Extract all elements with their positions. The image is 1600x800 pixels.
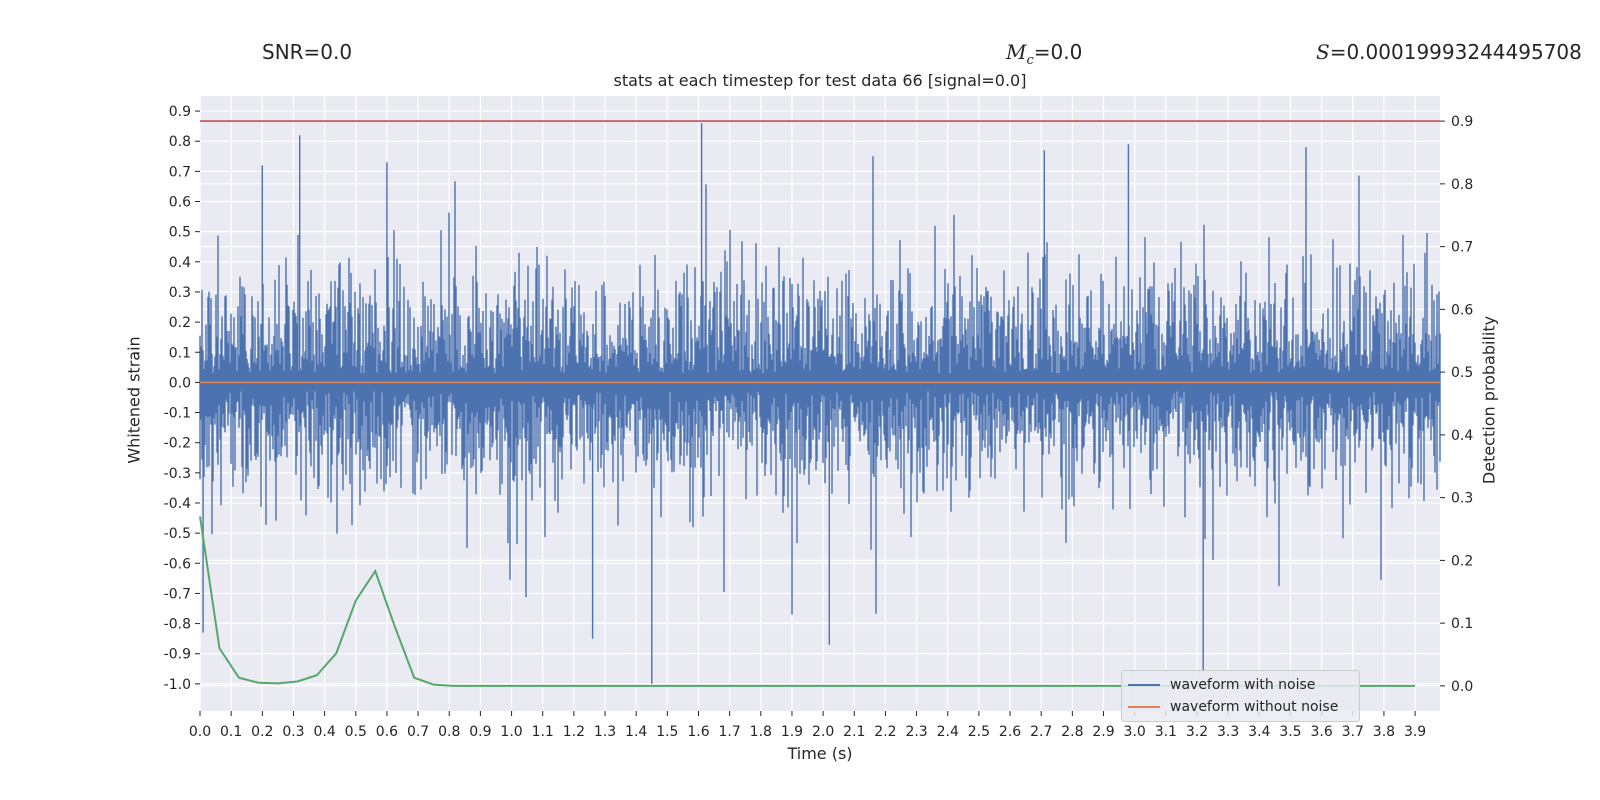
legend-entry-clean: waveform without noise xyxy=(1128,697,1338,717)
legend-label-noise: waveform with noise xyxy=(1170,677,1316,693)
x-tick-label: 0.9 xyxy=(469,724,491,740)
x-tick-label: 0.1 xyxy=(220,724,242,740)
x-tick-label: 3.3 xyxy=(1217,724,1239,740)
y-tick-label: -0.7 xyxy=(164,586,191,602)
y-tick-label: -0.8 xyxy=(164,617,191,633)
x-tick-label: 0.6 xyxy=(376,724,398,740)
snr-label: SNR=0.0 xyxy=(262,40,353,64)
y-tick-label: 0.3 xyxy=(169,285,191,301)
x-tick-label: 2.1 xyxy=(843,724,865,740)
x-tick-label: 3.8 xyxy=(1373,724,1395,740)
y-tick-label: -0.3 xyxy=(164,466,191,482)
y2-tick-label: 0.3 xyxy=(1451,491,1473,507)
s-stat-label: S=0.00019993244495708 xyxy=(1316,40,1582,64)
y2-tick-label: 0.7 xyxy=(1451,240,1473,256)
y-tick-label: 0.9 xyxy=(169,104,191,120)
mc-symbol: M xyxy=(1006,40,1027,64)
s-value: =0.00019993244495708 xyxy=(1329,40,1582,64)
y2-tick-label: 0.1 xyxy=(1451,616,1473,632)
y-tick-label: -0.1 xyxy=(164,406,191,422)
probability-line xyxy=(199,516,1416,687)
x-tick-label: 2.2 xyxy=(874,724,896,740)
y-axis-label: Whitened strain xyxy=(124,336,144,464)
overlay-series xyxy=(199,120,1440,687)
y-tick-label: -0.2 xyxy=(164,436,191,452)
legend: waveform with noise waveform without noi… xyxy=(1121,670,1360,722)
x-tick-label: 0.3 xyxy=(282,724,304,740)
x-tick-label: 0.0 xyxy=(189,724,211,740)
y-tick-label: -0.4 xyxy=(164,496,191,512)
x-tick-label: 3.6 xyxy=(1310,724,1332,740)
x-tick-label: 2.7 xyxy=(1030,724,1052,740)
y-tick-label: -0.9 xyxy=(164,647,191,663)
x-tick-label: 1.1 xyxy=(532,724,554,740)
x-tick-label: 1.6 xyxy=(687,724,709,740)
x-tick-label: 2.6 xyxy=(999,724,1021,740)
y2-axis-label: Detection probability xyxy=(1479,315,1499,485)
x-tick-label: 3.0 xyxy=(1124,724,1146,740)
x-tick-label: 1.7 xyxy=(719,724,741,740)
s-symbol: S xyxy=(1316,40,1330,64)
y-tick-label: 0.7 xyxy=(169,164,191,180)
y-tick-label: -0.6 xyxy=(164,556,191,572)
x-tick-label: 3.1 xyxy=(1155,724,1177,740)
x-tick-label: 2.0 xyxy=(812,724,834,740)
x-tick-label: 1.9 xyxy=(781,724,803,740)
x-tick-label: 3.2 xyxy=(1186,724,1208,740)
chirp-mass-label: Mc=0.0 xyxy=(1006,40,1082,68)
x-tick-label: 0.5 xyxy=(345,724,367,740)
x-tick-label: 1.4 xyxy=(625,724,647,740)
y2-tick-label: 0.5 xyxy=(1451,365,1473,381)
x-tick-label: 2.3 xyxy=(905,724,927,740)
y-tick-label: 0.2 xyxy=(169,315,191,331)
x-tick-label: 3.4 xyxy=(1248,724,1270,740)
x-axis-label: Time (s) xyxy=(787,744,853,763)
chart-title: stats at each timestep for test data 66 … xyxy=(613,71,1027,90)
y2-tick-label: 0.0 xyxy=(1451,679,1473,695)
x-tick-label: 2.5 xyxy=(968,724,990,740)
y-tick-label: -1.0 xyxy=(164,677,191,693)
x-tick-label: 1.0 xyxy=(500,724,522,740)
x-tick-label: 0.2 xyxy=(251,724,273,740)
x-tick-label: 2.8 xyxy=(1061,724,1083,740)
x-tick-label: 0.8 xyxy=(438,724,460,740)
y-tick-label: 0.5 xyxy=(169,225,191,241)
y-tick-label: 0.8 xyxy=(169,134,191,150)
x-tick-label: 3.7 xyxy=(1342,724,1364,740)
y2-tick-label: 0.2 xyxy=(1451,553,1473,569)
mc-subscript: c xyxy=(1026,53,1034,68)
y-tick-label: 0.4 xyxy=(169,255,191,271)
y-tick-label: 0.1 xyxy=(169,345,191,361)
legend-swatch-noise xyxy=(1128,684,1160,686)
axis-ticks: 0.0 0.1 0.2 0.3 0.4 0.5 0.6 0.7 0.8 0.9 1.0 1.1 1.2 1… xyxy=(164,104,1474,740)
x-tick-label: 3.9 xyxy=(1404,724,1426,740)
legend-entry-noise: waveform with noise xyxy=(1128,675,1315,695)
x-tick-label: 1.5 xyxy=(656,724,678,740)
legend-label-clean: waveform without noise xyxy=(1170,699,1339,715)
x-tick-label: 3.5 xyxy=(1279,724,1301,740)
mc-value: =0.0 xyxy=(1033,40,1083,64)
y2-tick-label: 0.9 xyxy=(1451,114,1473,130)
x-tick-label: 1.8 xyxy=(750,724,772,740)
y2-tick-label: 0.4 xyxy=(1451,428,1473,444)
y2-tick-label: 0.6 xyxy=(1451,302,1473,318)
y2-tick-label: 0.8 xyxy=(1451,177,1473,193)
x-tick-label: 2.4 xyxy=(937,724,959,740)
x-tick-label: 1.2 xyxy=(563,724,585,740)
y-tick-label: 0.0 xyxy=(169,375,191,391)
legend-swatch-clean xyxy=(1128,706,1160,708)
y-tick-label: 0.6 xyxy=(169,195,191,211)
x-tick-label: 0.7 xyxy=(407,724,429,740)
x-tick-label: 1.3 xyxy=(594,724,616,740)
x-tick-label: 2.9 xyxy=(1092,724,1114,740)
y-tick-label: -0.5 xyxy=(164,526,191,542)
x-tick-label: 0.4 xyxy=(313,724,335,740)
